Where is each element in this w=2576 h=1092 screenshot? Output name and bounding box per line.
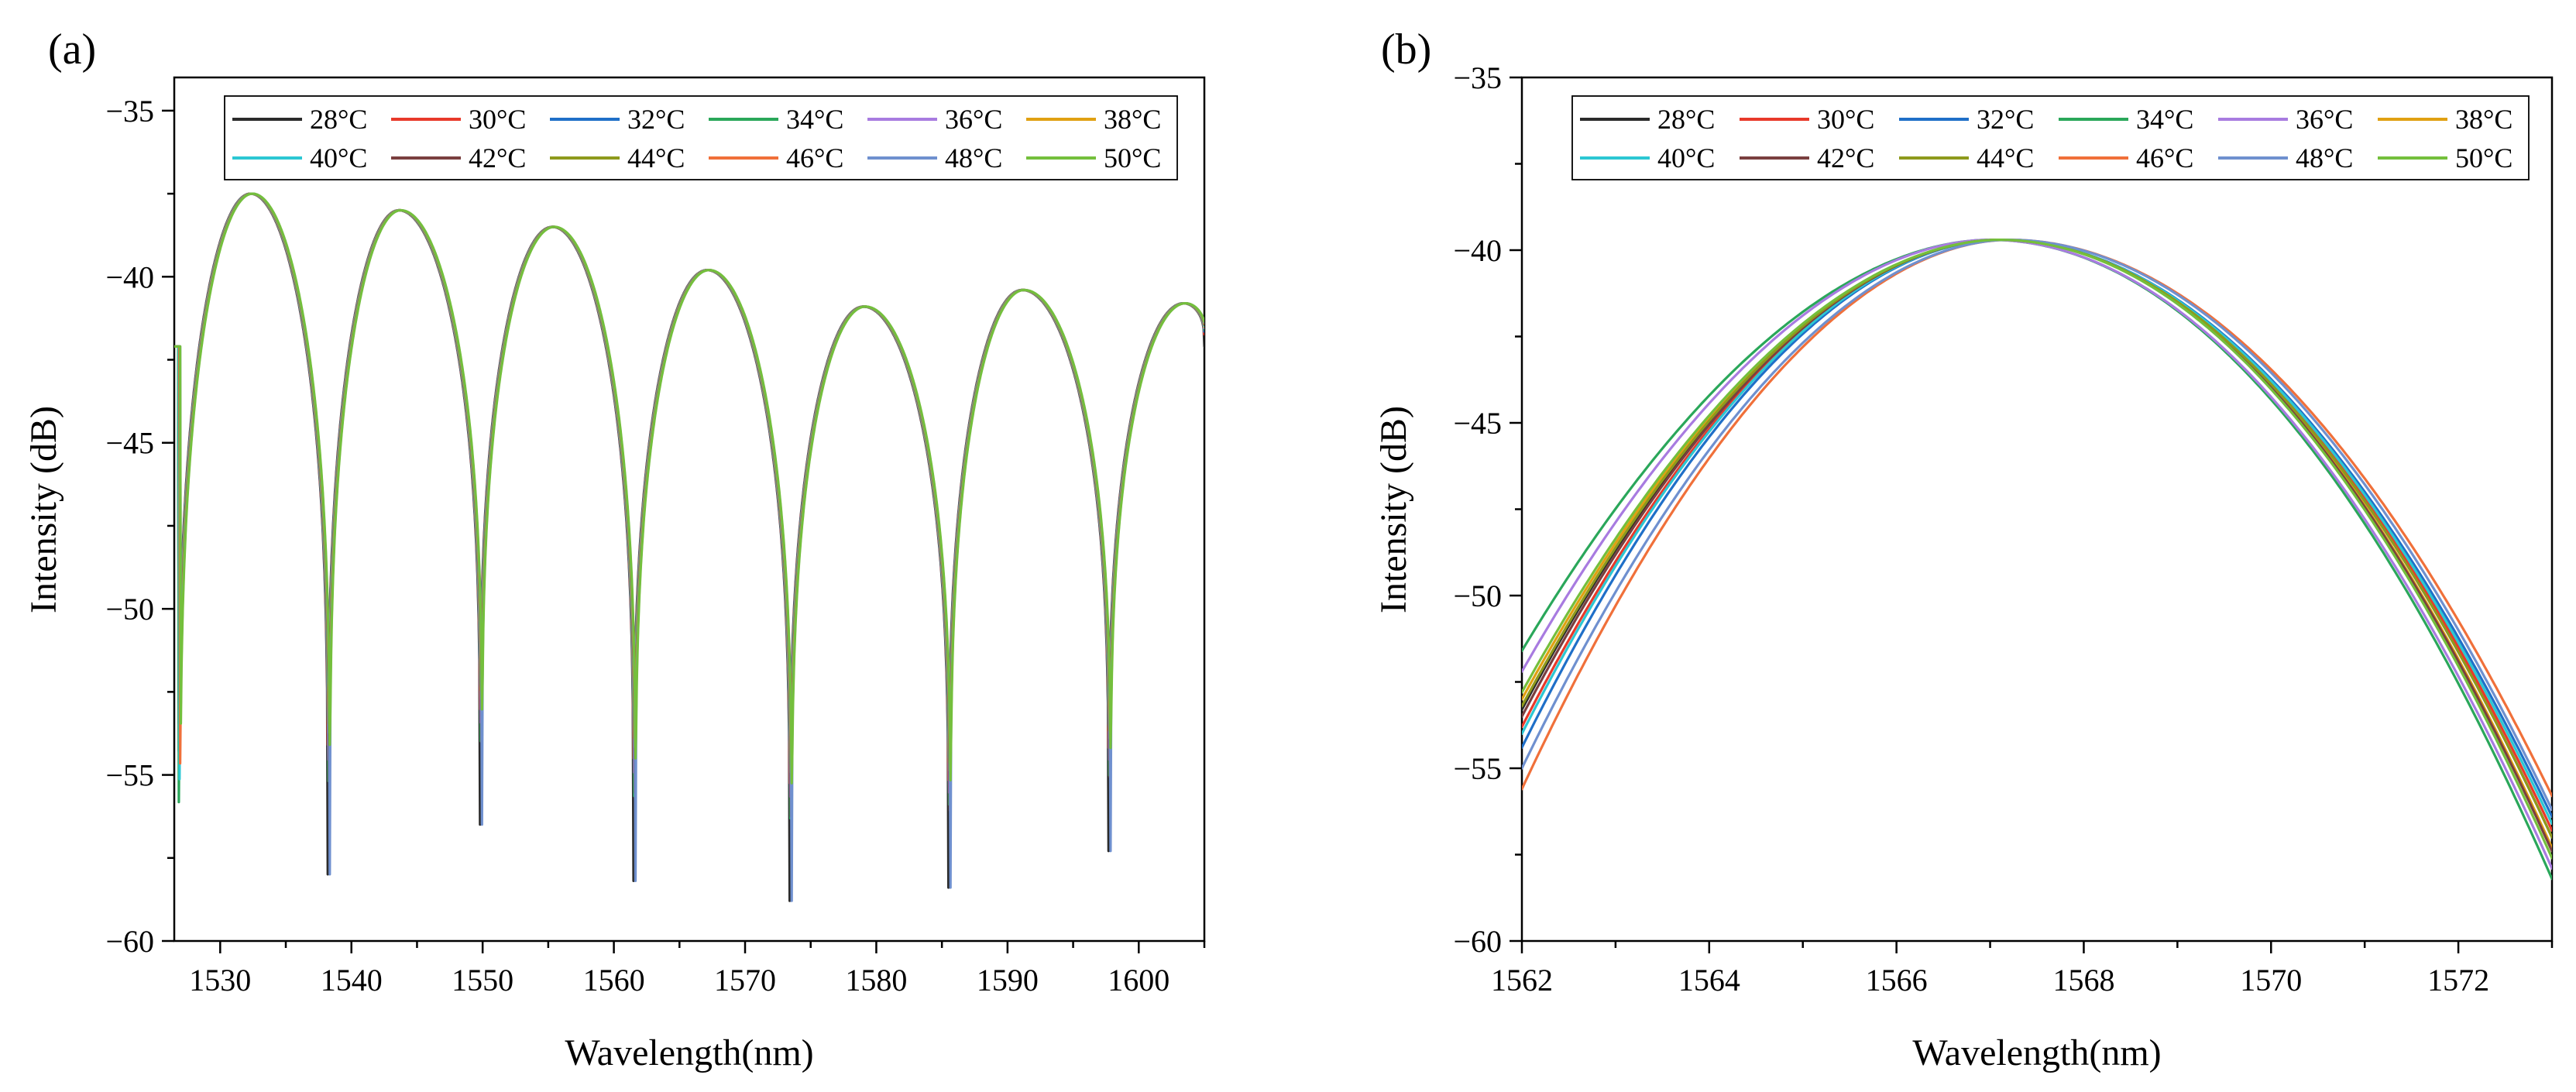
legend-entry-label: 38°C <box>2455 104 2512 135</box>
panel-label: (a) <box>48 26 96 74</box>
series-group <box>1522 239 2552 881</box>
y-tick-label: −35 <box>1453 60 1502 95</box>
legend-entry-label: 28°C <box>1657 104 1715 135</box>
y-tick-label: −50 <box>105 592 154 627</box>
legend-entry-label: 28°C <box>310 104 367 135</box>
legend-entry-label: 46°C <box>786 143 843 173</box>
legend-entry-label: 48°C <box>945 143 1002 173</box>
y-tick-label: −40 <box>105 259 154 294</box>
series-line-36C <box>1522 239 2552 870</box>
panel-a: 1530 1540 1550 1560 1570 1580 1590 1600 −60 −55 −5… <box>23 26 1206 1073</box>
legend-entry-label: 30°C <box>1817 104 1874 135</box>
legend-box <box>1571 95 2530 180</box>
legend-entry-label: 44°C <box>1977 143 2034 173</box>
legend: 28°C 30°C 32°C 34°C 36°C 38°C 40°C 42°C 44°C 46°C… <box>224 95 1178 180</box>
legend-entry-label: 40°C <box>1657 143 1715 173</box>
x-axis-title: Wavelength(nm) <box>565 1032 813 1073</box>
legend-entry-label: 50°C <box>2455 143 2512 173</box>
y-tick-label: −60 <box>1453 924 1502 959</box>
y-axis-title: Intensity (dB) <box>23 406 64 613</box>
x-tick-label: 1566 <box>1866 963 1928 998</box>
y-tick-label: −35 <box>105 94 154 129</box>
x-tick-label: 1568 <box>2052 963 2114 998</box>
legend: 28°C 30°C 32°C 34°C 36°C 38°C 40°C 42°C 44°C 46°C… <box>1571 95 2530 180</box>
legend-box <box>224 95 1178 180</box>
legend-entry-label: 34°C <box>2136 104 2193 135</box>
legend-entry-label: 32°C <box>627 104 685 135</box>
x-tick-label: 1570 <box>2240 963 2302 998</box>
y-tick-label: −45 <box>105 426 154 461</box>
legend-entry-label: 38°C <box>1104 104 1161 135</box>
y-tick-label: −45 <box>1453 406 1502 441</box>
x-tick-label: 1600 <box>1108 963 1170 998</box>
legend-entry-label: 50°C <box>1104 143 1161 173</box>
x-tick-label: 1550 <box>452 963 513 998</box>
x-axis-title: Wavelength(nm) <box>1912 1032 2161 1073</box>
panel-b: 1562 1564 1566 1568 1570 1572 −60 −55 −50 −45 −40 −… <box>1373 26 2554 1073</box>
x-tick-label: 1572 <box>2427 963 2489 998</box>
legend-entry-label: 48°C <box>2296 143 2353 173</box>
y-tick-label: −55 <box>1453 751 1502 786</box>
x-tick-label: 1562 <box>1491 963 1553 998</box>
legend-entry-label: 40°C <box>310 143 367 173</box>
x-tick-label: 1540 <box>321 963 383 998</box>
x-tick-label: 1590 <box>977 963 1039 998</box>
legend-entry-label: 36°C <box>2296 104 2353 135</box>
y-tick-label: −60 <box>105 924 154 959</box>
series-line-30C <box>1522 239 2552 832</box>
legend-entry-label: 42°C <box>469 143 526 173</box>
x-tick-label: 1580 <box>845 963 907 998</box>
series-line-48C <box>174 192 1204 902</box>
plot-frame <box>1520 76 2554 943</box>
series-line-48C <box>1522 239 2552 812</box>
legend-entry-label: 46°C <box>2136 143 2193 173</box>
panel-label: (b) <box>1381 26 1431 74</box>
x-tick-label: 1560 <box>583 963 645 998</box>
y-tick-label: −40 <box>1453 233 1502 268</box>
legend-entry-label: 32°C <box>1977 104 2034 135</box>
legend-entry-label: 34°C <box>786 104 843 135</box>
series-line-32C <box>1522 239 2552 818</box>
series-line-50C <box>174 192 1204 785</box>
series-line-50C <box>1522 239 2552 860</box>
y-tick-label: −50 <box>1453 579 1502 613</box>
legend-entry-label: 30°C <box>469 104 526 135</box>
x-tick-label: 1564 <box>1678 963 1740 998</box>
x-tick-label: 1530 <box>189 963 251 998</box>
y-axis-title: Intensity (dB) <box>1373 406 1414 613</box>
y-tick-label: −55 <box>105 758 154 793</box>
legend-entry-label: 36°C <box>945 104 1002 135</box>
legend-entry-label: 42°C <box>1817 143 1874 173</box>
series-line-46C <box>1522 239 2552 798</box>
series-group <box>174 192 1204 902</box>
x-tick-label: 1570 <box>714 963 776 998</box>
plot-frame <box>173 76 1206 943</box>
legend-entry-label: 44°C <box>627 143 685 173</box>
